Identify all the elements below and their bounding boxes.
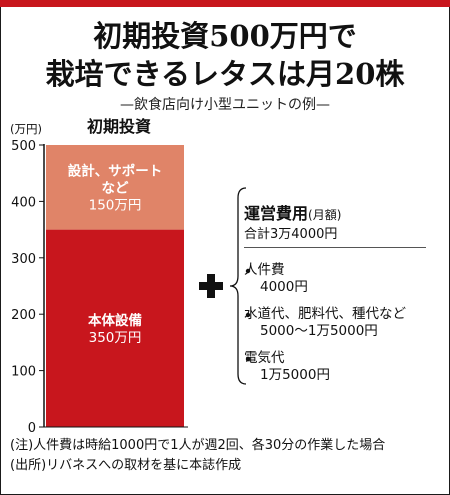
category-label: 初期投資: [87, 117, 151, 136]
bar-segment: [46, 229, 184, 427]
y-tick-label: 300: [11, 252, 36, 267]
segment-label: 350万円: [89, 330, 142, 346]
divider: [244, 247, 426, 248]
operating-cost-title-text: 運営費用: [244, 204, 309, 223]
operating-cost-title-unit: (月額): [308, 208, 342, 222]
y-tick-label: 100: [11, 365, 36, 380]
cost-item-name: 人件費: [244, 262, 285, 278]
y-tick-label: 200: [11, 308, 36, 323]
note-line: (注)人件費は時給1000円で1人が週2回、各30分の作業した場合: [10, 438, 386, 453]
subtitle: —飲食店向け小型ユニットの例—: [120, 97, 330, 113]
bullet: [245, 312, 251, 318]
plus-icon: [199, 274, 223, 298]
title-line-1: 初期投資500万円で: [93, 19, 357, 53]
cost-item-name: 水道代、肥料代、種代など: [244, 306, 406, 322]
bar-segment: [46, 145, 184, 230]
y-unit-label: (万円): [10, 122, 42, 136]
brace: [229, 187, 247, 385]
cost-item-name: 電気代: [244, 350, 285, 366]
cost-item: 電気代 1万5000円: [244, 350, 330, 384]
title-line-2: 栽培できるレタスは月20株: [45, 57, 405, 91]
cost-item-value: 1万5000円: [260, 367, 330, 383]
segment-label: など: [102, 180, 129, 196]
operating-cost-title: 運営費用(月額): [244, 200, 341, 224]
notes: (注)人件費は時給1000円で1人が週2回、各30分の作業した場合 (出所)リバ…: [10, 436, 385, 476]
operating-cost-total: 合計3万4000円: [244, 227, 338, 242]
cost-item-value: 5000〜1万5000円: [260, 323, 378, 339]
accent-bar: [0, 0, 450, 7]
segment-label: 本体設備: [88, 312, 142, 329]
segment-label: 設計、サポート: [68, 162, 163, 179]
cost-item-value: 4000円: [260, 279, 308, 295]
y-tick-label: 400: [11, 195, 36, 210]
cost-item: 人件費 4000円: [244, 262, 308, 296]
bullet: [245, 268, 251, 274]
y-tick-label: 0: [28, 421, 36, 436]
segment-label: 150万円: [89, 197, 142, 213]
note-line: (出所)リバネスへの取材を基に本誌作成: [10, 458, 242, 473]
y-tick-label: 500: [11, 139, 36, 154]
bullet: [245, 356, 251, 362]
cost-item: 水道代、肥料代、種代など 5000〜1万5000円: [244, 306, 406, 340]
